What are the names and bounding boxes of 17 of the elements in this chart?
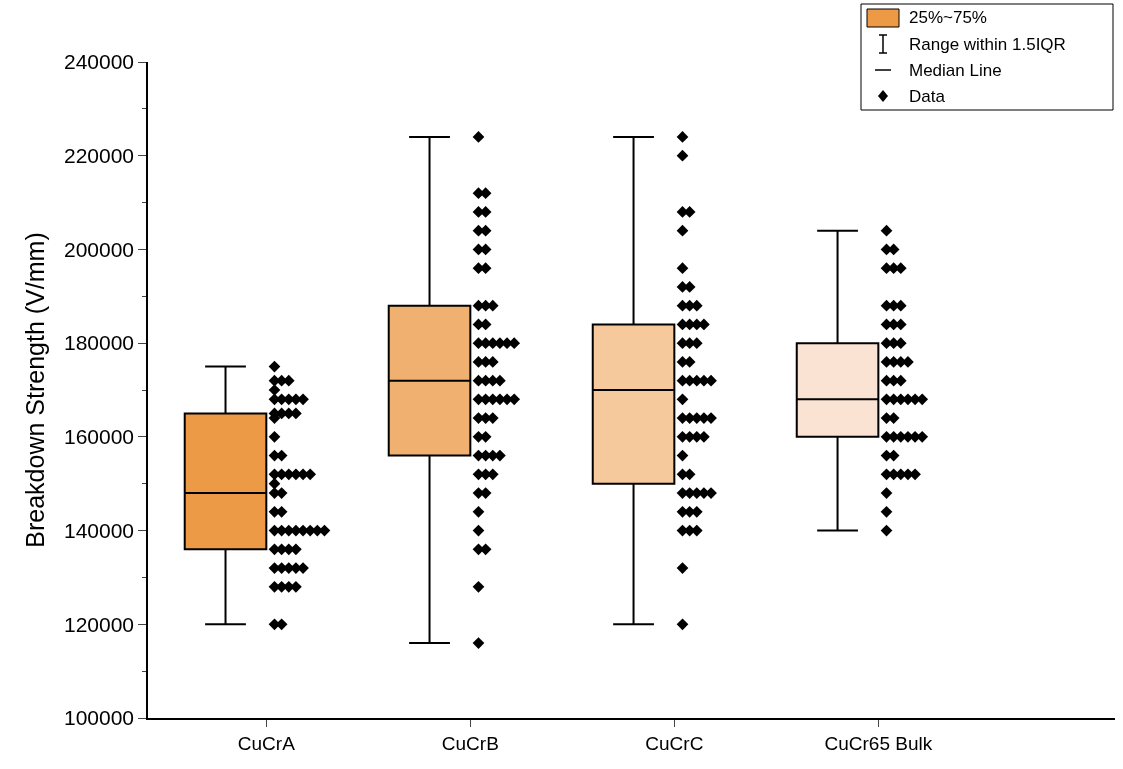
text: Range within 1.5IQR (909, 35, 1066, 54)
x-tick-label: CuCr65 Bulk (824, 732, 933, 754)
y-tick-label: 160000 (63, 425, 135, 449)
y-axis-title: Breakdown Strength (V/mm) (21, 232, 50, 548)
y-tick-label: 240000 (63, 50, 135, 74)
legend-label: 25%~75% (909, 8, 987, 27)
y-tick-label: 220000 (63, 144, 135, 168)
y-tick-label: 200000 (63, 237, 135, 261)
y-tick-label: 100000 (63, 706, 135, 730)
y-tick-label: 180000 (63, 331, 135, 355)
x-tick-label: CuCrB (441, 732, 499, 754)
x-tick-label: CuCrA (237, 732, 296, 754)
y-tick-label: 140000 (63, 518, 135, 542)
annotation: Median Line (909, 61, 1002, 80)
y-tick-label: 120000 (63, 612, 135, 636)
legend-label: Data (909, 87, 946, 106)
x-tick-label: CuCrC (645, 732, 704, 754)
